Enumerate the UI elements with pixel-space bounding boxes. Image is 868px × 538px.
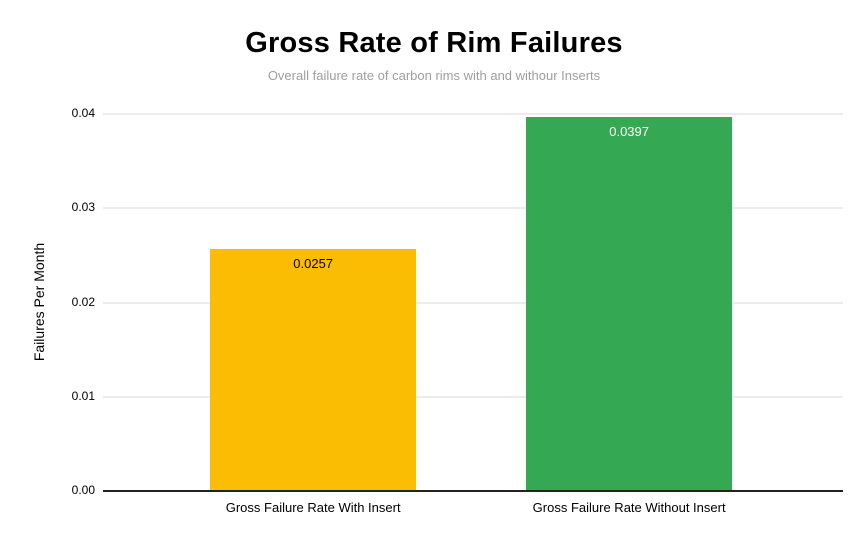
y-tick-label: 0.00 — [71, 483, 95, 497]
gridline — [103, 302, 843, 303]
gridline — [103, 396, 843, 398]
gridline — [103, 113, 843, 115]
y-tick-label: 0.02 — [71, 294, 95, 309]
y-tick-label: 0.04 — [71, 106, 95, 120]
chart-header: Gross Rate of Rim Failures Overall failu… — [0, 26, 868, 84]
x-category-label: Gross Failure Rate With Insert — [225, 500, 401, 515]
bar-value-label: 0.0397 — [609, 123, 649, 139]
bar-value-label: 0.0257 — [293, 255, 334, 271]
y-tick-label: 0.03 — [71, 200, 95, 215]
gridline — [103, 207, 843, 209]
bar-1: 0.0257 — [210, 248, 417, 491]
plot-area: 0.00 0.01 0.02 0.03 0.04 0.0257 Gross Failure … — [72, 106, 843, 515]
chart-title: Gross Rate of Rim Failures — [245, 27, 623, 59]
y-tick-label: 0.01 — [71, 388, 95, 403]
y-axis-title: Failures Per Month — [31, 242, 47, 362]
chart-subtitle: Overall failure rate of carbon rims with… — [267, 68, 601, 83]
bar-2: 0.0397 — [526, 116, 732, 491]
x-axis-line — [103, 490, 843, 492]
x-category-label: Gross Failure Rate Without Insert — [532, 500, 726, 515]
